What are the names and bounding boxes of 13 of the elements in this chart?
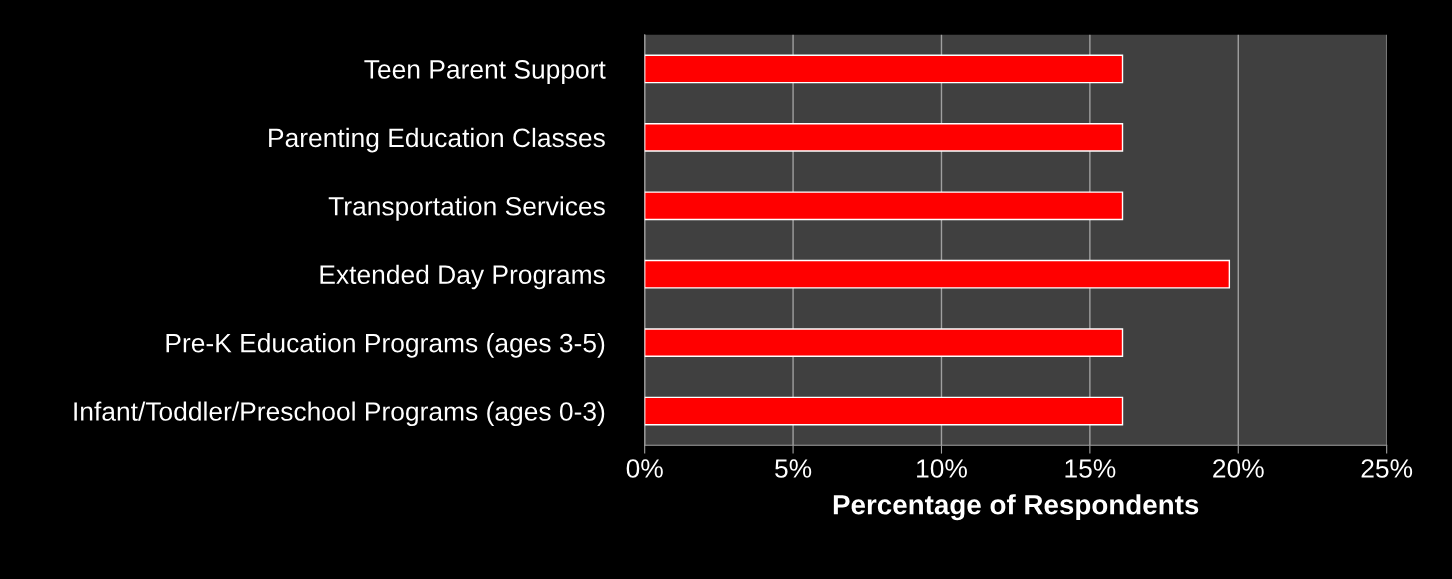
y-tick-label: Parenting Education Classes xyxy=(269,127,605,153)
y-tick-label: Infant/Toddler/Preschool Programs (ages 0-3) xyxy=(74,401,605,427)
x-tick-label: 25% xyxy=(1361,459,1413,478)
x-tick-label: 10% xyxy=(917,459,967,478)
x-tick-label: 5% xyxy=(775,459,812,478)
y-tick-label: Extended Day Programs xyxy=(320,264,605,290)
x-tick-label: 15% xyxy=(1065,459,1116,478)
x-tick-label: 0% xyxy=(626,459,663,478)
y-tick-label: Teen Parent Support xyxy=(364,60,606,84)
x-axis-title: Percentage of Respondents xyxy=(833,494,1199,521)
x-tick-label: 20% xyxy=(1213,459,1264,478)
y-tick-label: Transportation Services xyxy=(328,196,605,221)
y-tick-label: Pre-K Education Programs (ages 3-5) xyxy=(166,333,605,358)
